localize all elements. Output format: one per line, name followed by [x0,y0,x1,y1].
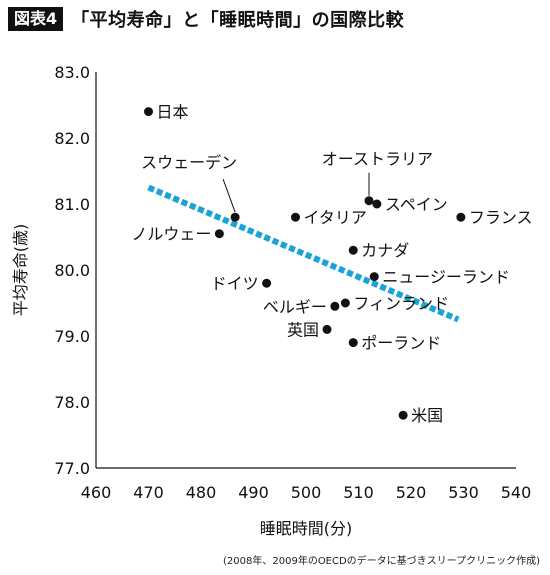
chart-title: 「平均寿命」と「睡眠時間」の国際比較 [71,10,405,31]
point-label: 英国 [287,320,319,339]
point-label: オーストラリア [322,150,433,169]
data-point [330,301,340,311]
y-tick-label: 81.0 [54,195,90,214]
x-tick-label: 520 [396,483,427,502]
y-tick-label: 79.0 [54,327,90,346]
data-point [348,245,358,255]
data-point [291,212,300,222]
point-label: ベルギー [263,297,327,316]
point-label: スペイン [385,195,448,214]
point-label: イタリア [304,208,367,227]
y-tick-label: 80.0 [54,261,90,280]
figure-header: 図表4 「平均寿命」と「睡眠時間」の国際比較 [8,6,404,32]
y-axis-label: 平均寿命(歳) [11,224,30,317]
data-point [348,338,358,348]
source-note: (2008年、2009年のOECDのデータに基づきスリープクリニック作成) [223,556,540,567]
data-point [369,272,379,282]
data-point [262,278,272,288]
y-tick-label: 83.0 [54,63,90,82]
points-layer [144,107,466,420]
point-label: スウェーデン [141,153,237,172]
x-tick-label: 530 [448,483,479,502]
data-point [214,229,224,239]
data-point [322,324,332,334]
x-tick-label: 460 [81,483,112,502]
y-tick-label: 82.0 [54,129,90,148]
data-point [364,196,374,206]
data-point [398,410,408,420]
trendline-layer [147,184,460,323]
point-label: ポーランド [361,334,441,353]
x-axis-label: 睡眠時間(分) [260,519,353,538]
point-label: ニュージーランド [382,268,510,287]
y-tick-label: 77.0 [54,459,90,478]
trendline [147,184,460,323]
x-tick-label: 500 [291,483,322,502]
point-label: 日本 [157,103,189,122]
x-tick-label: 490 [238,483,269,502]
leader-line [222,179,236,213]
data-point [456,212,466,222]
point-label: ドイツ [211,274,259,293]
x-tick-label: 470 [133,483,164,502]
axes: 77.0 78.0 79.0 80.0 81.0 82.0 83.0 460 470 480 490… [54,63,531,502]
x-tick-label: 510 [343,483,374,502]
x-tick-label: 540 [501,483,532,502]
figure-badge: 図表4 [8,7,64,31]
point-label: フランス [469,208,533,227]
data-point [144,107,153,117]
point-label: 米国 [411,406,443,425]
y-tick-label: 78.0 [54,393,90,412]
point-label: フィンランド [353,294,449,313]
data-point [340,298,350,308]
data-point [230,212,240,222]
data-point [372,199,382,209]
point-label: カナダ [361,241,409,260]
point-label: ノルウェー [131,225,211,244]
x-tick-label: 480 [186,483,217,502]
